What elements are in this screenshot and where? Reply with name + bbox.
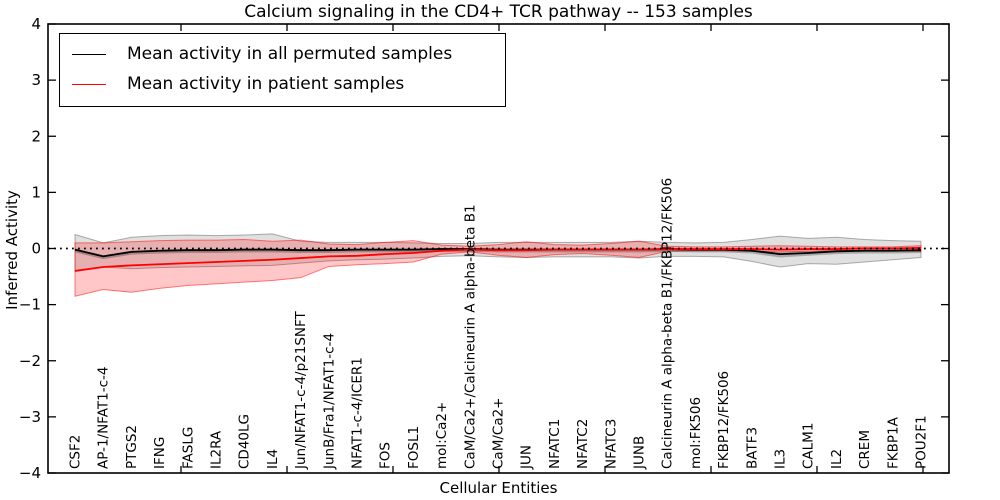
chart-title: Calcium signaling in the CD4+ TCR pathwa… xyxy=(244,2,753,22)
y-tick-label: 0 xyxy=(31,240,41,258)
x-category-label: POU2F1 xyxy=(914,415,930,469)
x-category-label: IL3 xyxy=(773,449,789,469)
x-category-label: IL4 xyxy=(265,449,281,469)
y-tick-label: 1 xyxy=(31,183,41,201)
x-category-label: JunB/Fra1/NFAT1-c-4 xyxy=(321,333,337,470)
x-category-label: IL2 xyxy=(829,449,845,469)
band-permuted-samples-range xyxy=(74,233,922,272)
legend-label: Mean activity in all permuted samples xyxy=(127,44,453,64)
x-category-label: NFATC3 xyxy=(603,419,619,469)
legend: Mean activity in all permuted samples Me… xyxy=(59,33,506,107)
y-tick-label: 4 xyxy=(31,15,41,33)
y-tick-label: −3 xyxy=(19,408,41,426)
x-category-label: IL2RA xyxy=(209,430,225,469)
y-tick-label: 2 xyxy=(31,127,41,145)
x-category-label: FKBP1A xyxy=(885,416,901,469)
x-category-label: PTGS2 xyxy=(124,425,140,469)
legend-item-permuted: Mean activity in all permuted samples xyxy=(72,39,505,69)
x-category-label: Jun/NFAT1-c-4/p21SNFT xyxy=(293,310,309,470)
x-axis-title: Cellular Entities xyxy=(439,479,558,497)
x-category-label: FASLG xyxy=(180,427,196,469)
y-tick-label: −4 xyxy=(19,464,41,482)
y-tick-label: −2 xyxy=(19,352,41,370)
legend-label: Mean activity in patient samples xyxy=(127,74,405,94)
x-category-label: CD40LG xyxy=(237,414,253,469)
x-category-label: AP-1/NFAT1-c-4 xyxy=(96,367,112,470)
y-axis-title: Inferred Activity xyxy=(3,190,21,310)
x-category-label: CaM/Ca2+/Calcineurin A alpha-beta B1 xyxy=(462,204,478,469)
x-category-label: JUNB xyxy=(632,436,648,470)
x-category-label: NFATC2 xyxy=(575,419,591,469)
black-line-swatch xyxy=(72,53,106,55)
red-line-swatch xyxy=(72,83,106,85)
x-category-label: BATF3 xyxy=(744,427,760,469)
line-patient-mean xyxy=(74,247,922,272)
x-category-label: CSF2 xyxy=(68,435,84,469)
band-patient-samples-range xyxy=(74,239,922,297)
x-category-label: mol:Ca2+ xyxy=(434,402,450,469)
x-category-label: FOS xyxy=(378,442,394,469)
x-category-label: FKBP12/FK506 xyxy=(716,371,732,469)
x-category-label: NFAT1-c-4/ICER1 xyxy=(350,357,366,469)
x-category-label: mol:FK506 xyxy=(688,397,704,469)
x-category-label: Calcineurin A alpha-beta B1/FKBP12/FK506 xyxy=(660,178,676,469)
x-category-label: NFATC1 xyxy=(547,419,563,469)
x-category-label: IFNG xyxy=(152,437,168,469)
y-tick-label: 3 xyxy=(31,71,41,89)
x-category-label: CREM xyxy=(857,430,873,469)
x-category-label: FOSL1 xyxy=(406,426,422,469)
x-category-label: CaM/Ca2+ xyxy=(491,398,507,470)
y-tick-label: −1 xyxy=(19,296,41,314)
x-category-label: JUN xyxy=(519,445,535,470)
legend-item-patient: Mean activity in patient samples xyxy=(72,69,505,99)
x-category-label: CALM1 xyxy=(801,423,817,469)
